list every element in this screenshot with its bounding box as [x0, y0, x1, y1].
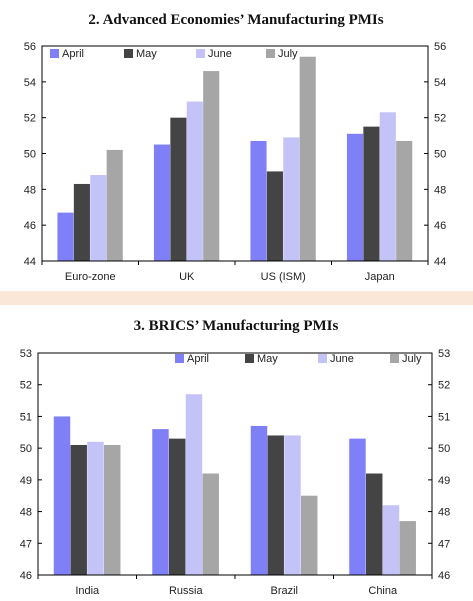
legend-swatch-july — [390, 354, 399, 363]
legend-swatch-may — [245, 354, 254, 363]
bar-june-1 — [185, 394, 203, 575]
y-tick-label-right: 44 — [434, 256, 446, 268]
chart-2-plot: 46 46 47 47 48 48 49 49 50 50 51 51 52 52 53 53 India Rus… — [20, 348, 451, 597]
bar-june-2 — [284, 435, 301, 575]
bar-may-3 — [366, 473, 383, 575]
legend-label-may: May — [257, 353, 278, 365]
bar-may-3 — [363, 126, 380, 262]
y-tick-label-right: 48 — [438, 507, 450, 519]
bar-june-0 — [87, 441, 104, 575]
y-tick-label-right: 46 — [434, 220, 446, 232]
y-tick-label-right: 53 — [438, 348, 450, 360]
y-tick-label-left: 52 — [20, 380, 32, 392]
bar-april-0 — [53, 416, 71, 575]
bar-april-3 — [349, 438, 366, 575]
y-tick-label-right: 56 — [434, 41, 446, 53]
bar-june-3 — [379, 112, 396, 261]
chart-1-plot: 44 44 46 46 48 48 50 50 52 52 54 54 56 56 Euro-zone UK U… — [24, 41, 447, 283]
chart-1-title: 2. Advanced Economies’ Manufacturing PMI… — [88, 12, 383, 28]
chart-2-title: 3. BRICS’ Manufacturing PMIs — [134, 318, 339, 334]
bar-june-2 — [283, 137, 300, 261]
y-tick-label-right: 52 — [434, 113, 446, 125]
y-tick-label-left: 51 — [20, 411, 32, 423]
y-tick-label-left: 48 — [20, 507, 32, 519]
y-tick-label-left: 52 — [24, 113, 36, 125]
legend-swatch-july — [266, 49, 275, 58]
bar-july-3 — [399, 521, 416, 575]
bar-july-0 — [106, 149, 123, 261]
y-tick-label-right: 50 — [438, 443, 450, 455]
bar-may-2 — [267, 435, 284, 575]
legend-label-june: June — [330, 353, 354, 365]
bar-april-1 — [153, 144, 171, 261]
bar-april-2 — [250, 425, 268, 575]
y-tick-label-right: 54 — [434, 77, 446, 89]
bar-july-2 — [299, 56, 316, 261]
bar-april-0 — [57, 212, 74, 261]
bar-july-1 — [202, 473, 219, 575]
y-tick-label-left: 48 — [24, 184, 36, 196]
legend-label-july: July — [402, 353, 422, 365]
legend-swatch-april — [50, 49, 59, 58]
legend-label-may: May — [136, 48, 157, 60]
y-tick-label-right: 52 — [438, 380, 450, 392]
x-tick-label: Euro-zone — [65, 271, 116, 283]
legend-swatch-may — [124, 49, 133, 58]
y-tick-label-left: 54 — [24, 77, 36, 89]
bar-may-1 — [170, 117, 187, 261]
legend-label-april: April — [62, 48, 84, 60]
y-tick-label-left: 50 — [20, 443, 32, 455]
bar-june-3 — [382, 505, 400, 575]
bar-may-1 — [169, 438, 186, 575]
legend-swatch-june — [196, 49, 205, 58]
bar-june-0 — [90, 175, 107, 261]
y-tick-label-left: 53 — [20, 348, 32, 360]
y-tick-label-left: 46 — [20, 570, 32, 582]
bar-july-2 — [301, 495, 318, 575]
y-tick-label-right: 51 — [438, 411, 450, 423]
y-tick-label-right: 49 — [438, 475, 450, 487]
legend-label-july: July — [278, 48, 298, 60]
bar-july-1 — [203, 71, 220, 261]
x-tick-label: Russia — [169, 585, 204, 597]
bar-may-0 — [70, 444, 87, 575]
bar-april-1 — [152, 429, 169, 575]
legend-label-april: April — [187, 353, 209, 365]
x-tick-label: Brazil — [270, 585, 298, 597]
bar-june-1 — [186, 101, 203, 261]
y-tick-label-left: 49 — [20, 475, 32, 487]
bar-may-0 — [73, 183, 90, 261]
y-tick-label-left: 50 — [24, 149, 36, 161]
x-tick-label: US (ISM) — [261, 271, 306, 283]
y-tick-label-left: 47 — [20, 538, 32, 550]
chart-1: 2. Advanced Economies’ Manufacturing PMI… — [24, 12, 447, 283]
y-tick-label-right: 47 — [438, 538, 450, 550]
x-tick-label: Japan — [365, 271, 395, 283]
y-tick-label-right: 50 — [434, 149, 446, 161]
bar-july-0 — [104, 444, 121, 575]
y-tick-label-left: 46 — [24, 220, 36, 232]
panel-separator — [0, 291, 473, 305]
y-tick-label-left: 56 — [24, 41, 36, 53]
x-tick-label: India — [75, 585, 100, 597]
x-tick-label: UK — [179, 271, 195, 283]
y-tick-label-right: 46 — [438, 570, 450, 582]
legend-label-june: June — [208, 48, 232, 60]
bar-may-2 — [266, 171, 283, 261]
x-tick-label: China — [368, 585, 398, 597]
bar-july-3 — [396, 140, 413, 261]
y-tick-label-left: 44 — [24, 256, 36, 268]
bar-april-3 — [346, 133, 364, 261]
legend-swatch-june — [318, 354, 327, 363]
legend-swatch-april — [175, 354, 184, 363]
y-tick-label-right: 48 — [434, 184, 446, 196]
bar-april-2 — [250, 140, 267, 261]
